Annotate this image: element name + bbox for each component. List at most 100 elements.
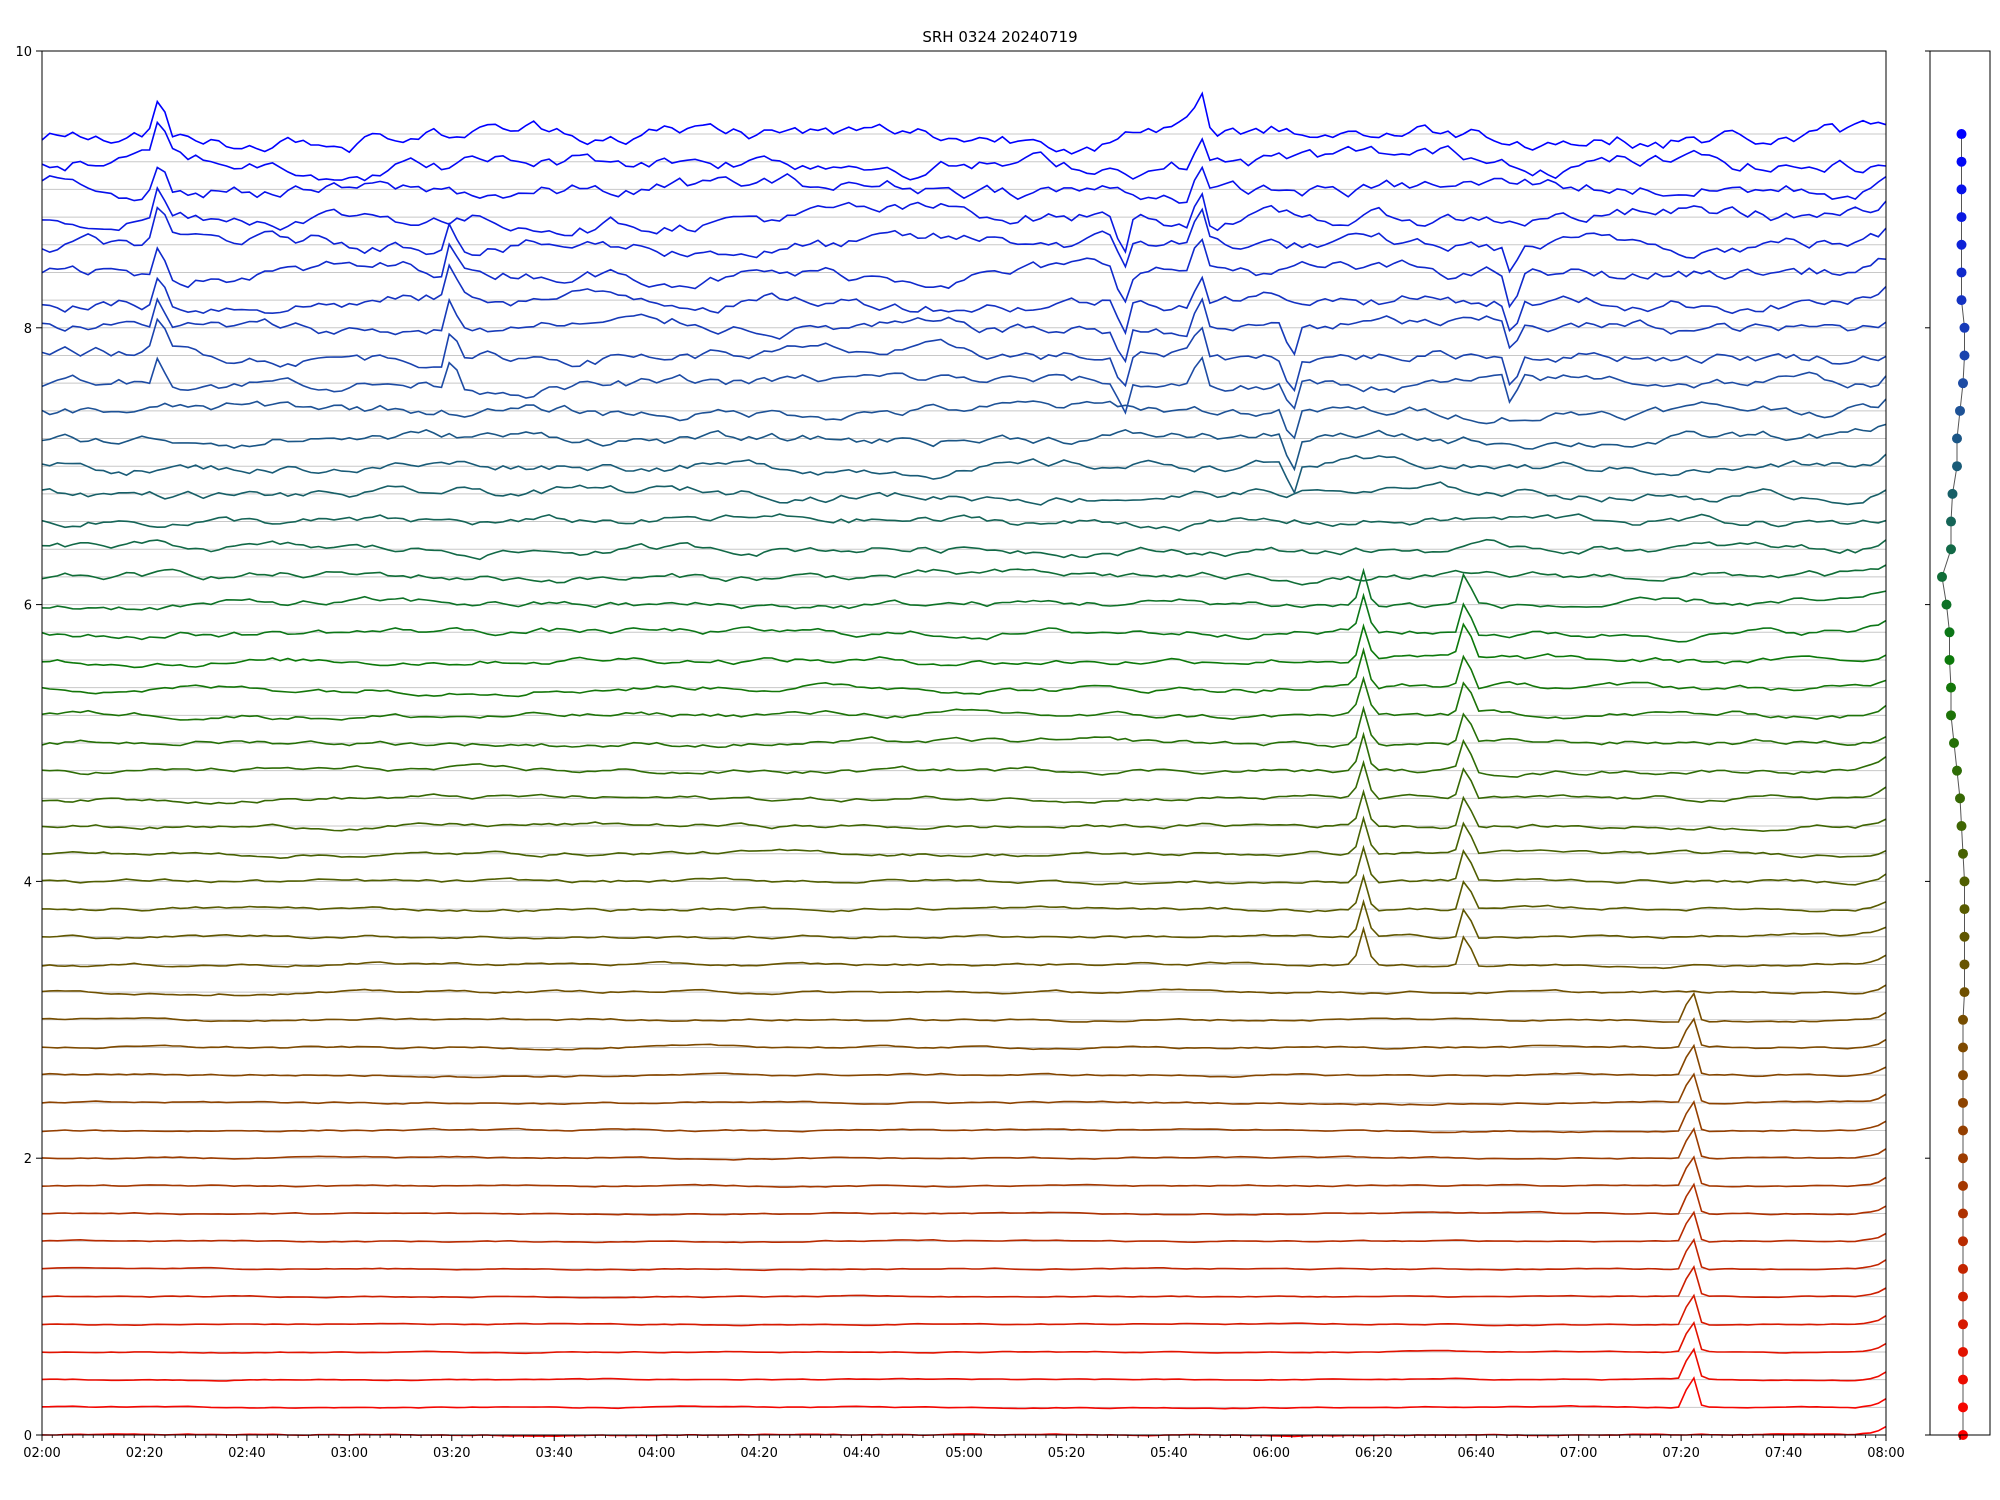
side-panel-point-5 xyxy=(1958,1291,1968,1302)
side-panel-point-21 xyxy=(1958,848,1968,859)
x-tick-label-5: 03:40 xyxy=(535,1446,572,1461)
x-tick-label-3: 03:00 xyxy=(331,1446,368,1461)
x-tick-label-10: 05:20 xyxy=(1048,1446,1085,1461)
x-tick-label-16: 07:20 xyxy=(1662,1446,1699,1461)
series-line-7 xyxy=(41,1210,1887,1244)
x-tick-label-9: 05:00 xyxy=(945,1446,982,1461)
side-panel-point-41 xyxy=(1956,295,1967,306)
series-line-9 xyxy=(41,1155,1887,1188)
side-panel-point-26 xyxy=(1946,710,1956,721)
side-panel-point-34 xyxy=(1947,488,1958,499)
y-tick-label-2: 4 xyxy=(24,875,32,890)
series-line-43 xyxy=(41,206,1887,274)
series-line-38 xyxy=(41,356,1887,415)
series-line-20 xyxy=(41,844,1887,886)
side-panel-point-27 xyxy=(1946,682,1956,693)
x-tick-label-1: 02:20 xyxy=(126,1446,163,1461)
series-line-5 xyxy=(41,1264,1887,1299)
y-tick-label-0: 0 xyxy=(24,1429,32,1444)
series-line-33 xyxy=(41,513,1887,532)
side-panel-point-17 xyxy=(1959,959,1970,970)
x-tick-label-15: 07:00 xyxy=(1560,1446,1597,1461)
side-panel-point-7 xyxy=(1958,1236,1968,1247)
side-panel-point-20 xyxy=(1959,876,1970,887)
side-panel-point-22 xyxy=(1956,821,1967,832)
series-line-40 xyxy=(41,297,1887,364)
series-line-27 xyxy=(41,647,1887,698)
series-line-2 xyxy=(41,1347,1887,1382)
x-tick-label-4: 03:20 xyxy=(433,1446,470,1461)
x-tick-label-7: 04:20 xyxy=(740,1446,777,1461)
x-tick-label-8: 04:40 xyxy=(843,1446,880,1461)
series-line-28 xyxy=(41,622,1887,669)
side-panel-point-44 xyxy=(1956,212,1967,223)
side-panel-point-42 xyxy=(1956,267,1967,278)
series-line-47 xyxy=(41,91,1887,155)
side-panel-point-15 xyxy=(1958,1014,1968,1025)
side-panel-point-39 xyxy=(1959,350,1970,361)
side-panel-point-9 xyxy=(1958,1180,1968,1191)
series-line-36 xyxy=(41,423,1887,472)
series-line-4 xyxy=(41,1293,1887,1327)
series-line-26 xyxy=(41,675,1887,721)
side-panel-point-32 xyxy=(1946,544,1956,555)
series-line-44 xyxy=(41,186,1887,255)
y-tick-label-3: 6 xyxy=(24,599,32,614)
side-panel-point-29 xyxy=(1944,627,1955,638)
side-panel-point-23 xyxy=(1955,793,1965,804)
side-panel-point-28 xyxy=(1944,654,1955,665)
series-line-11 xyxy=(41,1099,1887,1134)
series-line-39 xyxy=(41,317,1887,393)
side-panel-point-4 xyxy=(1958,1319,1968,1330)
side-panel-point-46 xyxy=(1956,156,1967,167)
side-panel-point-24 xyxy=(1952,765,1962,776)
side-panel-point-43 xyxy=(1956,239,1967,250)
series-line-13 xyxy=(41,1043,1887,1079)
series-line-42 xyxy=(41,238,1887,309)
series-line-8 xyxy=(42,1182,1887,1216)
series-line-34 xyxy=(41,481,1887,506)
series-line-31 xyxy=(41,564,1887,586)
side-panel-point-6 xyxy=(1958,1263,1968,1274)
side-panel-point-16 xyxy=(1959,987,1970,998)
x-tick-label-11: 05:40 xyxy=(1150,1446,1187,1461)
y-tick-label-4: 8 xyxy=(24,322,32,337)
side-panel-point-13 xyxy=(1958,1070,1968,1081)
side-panel-point-19 xyxy=(1959,904,1970,915)
side-panel-plot xyxy=(1925,50,1991,1440)
series-line-45 xyxy=(41,165,1887,204)
series-line-25 xyxy=(41,705,1887,749)
series-line-12 xyxy=(41,1072,1887,1107)
side-panel-point-2 xyxy=(1958,1374,1968,1385)
series-line-19 xyxy=(42,873,1887,913)
series-line-21 xyxy=(42,815,1887,860)
side-panel-point-10 xyxy=(1958,1153,1968,1164)
side-panel-point-38 xyxy=(1958,378,1968,389)
series-line-16 xyxy=(41,984,1887,997)
y-tick-label-1: 2 xyxy=(24,1152,32,1167)
side-panel-point-14 xyxy=(1958,1042,1968,1053)
side-panel-point-3 xyxy=(1958,1346,1968,1357)
side-panel-point-33 xyxy=(1946,516,1956,527)
series-line-24 xyxy=(41,731,1887,778)
x-tick-label-17: 07:40 xyxy=(1765,1446,1802,1461)
side-panel-point-45 xyxy=(1956,184,1967,195)
side-panel-point-18 xyxy=(1959,931,1970,942)
chart-title: SRH 0324 20240719 xyxy=(922,28,1077,46)
series-line-17 xyxy=(41,925,1887,970)
side-panel-point-47 xyxy=(1956,129,1967,140)
series-line-10 xyxy=(41,1126,1887,1161)
series-line-46 xyxy=(41,120,1887,182)
side-panel-point-1 xyxy=(1958,1402,1968,1413)
series-line-6 xyxy=(41,1237,1887,1272)
series-line-35 xyxy=(41,453,1887,495)
series-line-30 xyxy=(41,567,1887,611)
main-plot-area: 02:00 02:20 02:40 03:00 03:20 03:40 04:00 04:20… xyxy=(15,45,1904,1461)
series-line-22 xyxy=(41,788,1887,833)
x-tick-label-13: 06:20 xyxy=(1355,1446,1392,1461)
series-line-29 xyxy=(41,592,1887,643)
series-line-37 xyxy=(41,398,1887,440)
side-panel-point-35 xyxy=(1952,461,1962,472)
